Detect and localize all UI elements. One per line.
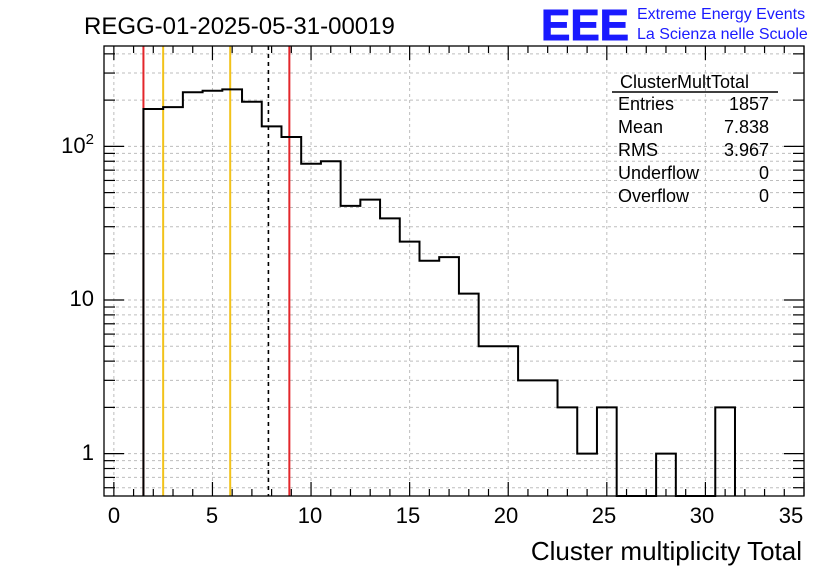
- histogram-bin: [262, 126, 282, 496]
- histogram-bin: [321, 161, 341, 496]
- stats-value: 1857: [729, 94, 769, 114]
- y-tick-label-100-base: 10: [61, 133, 85, 158]
- x-tick-label: 15: [396, 503, 420, 528]
- x-tick-label: 0: [108, 503, 120, 528]
- histogram-bin: [143, 109, 163, 496]
- eee-logo: EEE Extreme Energy Events La Scienza nel…: [541, 1, 808, 51]
- histogram-bin: [183, 92, 203, 496]
- eee-logo-line1: Extreme Energy Events: [637, 6, 805, 23]
- histogram-bin: [163, 107, 183, 496]
- y-tick-label-100-exponent: 2: [86, 131, 94, 148]
- run-title: REGG-01-2025-05-31-00019: [84, 13, 395, 40]
- stats-value: 3.967: [724, 140, 769, 160]
- x-axis-title: Cluster multiplicity Total: [531, 536, 802, 566]
- stats-value: 0: [759, 163, 769, 183]
- histogram-bin: [222, 89, 242, 496]
- y-tick-label-1: 1: [82, 440, 94, 465]
- axis-ticks: [104, 46, 805, 496]
- y-tick-labels: 1 10 102: [61, 131, 94, 465]
- histogram-bin: [479, 346, 499, 496]
- stats-title: ClusterMultTotal: [620, 72, 749, 92]
- histogram-bin: [558, 407, 578, 496]
- stats-label: Entries: [618, 94, 674, 114]
- x-tick-label: 35: [779, 503, 803, 528]
- stats-label: Mean: [618, 117, 663, 137]
- histogram-bin: [360, 200, 380, 496]
- histogram-bin: [400, 242, 420, 496]
- x-tick-label: 25: [592, 503, 616, 528]
- histogram-bin: [380, 218, 400, 496]
- plot-frame: [103, 45, 805, 497]
- stats-value: 0: [759, 186, 769, 206]
- histogram-bin: [518, 380, 538, 496]
- y-tick-label-10: 10: [70, 286, 94, 311]
- x-tick-label: 20: [494, 503, 518, 528]
- eee-logo-mark: EEE: [541, 1, 629, 50]
- eee-logo-line2: La Scienza nelle Scuole: [637, 26, 808, 43]
- stats-label: Underflow: [618, 163, 700, 183]
- stats-label: RMS: [618, 140, 658, 160]
- x-tick-label: 30: [690, 503, 714, 528]
- x-tick-labels: 0 5 10 15 20 25 30 35: [108, 503, 803, 528]
- y-tick-label-100: 102: [61, 131, 94, 158]
- histogram-bin: [715, 407, 735, 496]
- reference-lines: [142, 46, 291, 496]
- stats-value: 7.838: [724, 117, 769, 137]
- x-tick-label: 5: [206, 503, 218, 528]
- stats-box: ClusterMultTotal Entries 1857 Mean 7.838…: [612, 72, 778, 206]
- histogram-bin: [538, 380, 558, 496]
- histogram-bin: [281, 137, 301, 496]
- grid-layer: [104, 46, 804, 496]
- histogram-bin: [459, 294, 479, 496]
- stats-label: Overflow: [618, 186, 690, 206]
- histogram-bin: [341, 206, 361, 496]
- x-tick-label: 10: [298, 503, 322, 528]
